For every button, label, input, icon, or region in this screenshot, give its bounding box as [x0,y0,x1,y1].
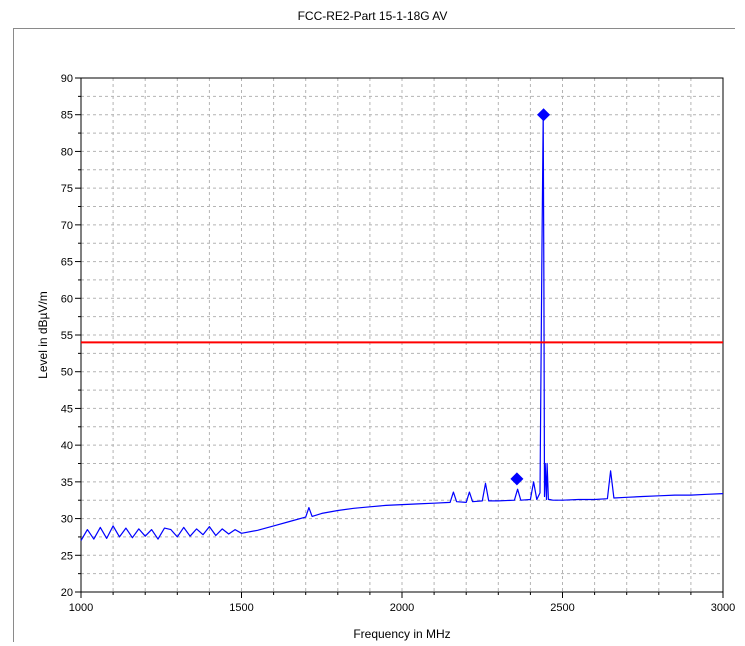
y-tick-label: 30 [61,514,73,526]
y-tick-label: 70 [61,220,73,232]
y-tick-label: 20 [61,587,73,599]
y-tick-label: 90 [61,73,73,85]
y-tick-label: 40 [61,440,73,452]
chart-frame [13,28,735,642]
y-axis-label: Level in dBµV/m [36,291,50,379]
y-tick-label: 75 [61,183,73,195]
measurement-trace [80,114,724,541]
x-tick-label: 1500 [229,602,253,614]
axis-ticks [75,77,724,598]
y-tick-label: 65 [61,257,73,269]
x-tick-label: 2500 [550,602,574,614]
x-tick-label: 1000 [69,602,93,614]
series-layer [80,108,724,541]
grid [81,78,723,592]
y-tick-label: 85 [61,110,73,122]
y-tick-label: 50 [61,367,73,379]
x-tick-label: 3000 [711,602,735,614]
x-axis-label: Frequency in MHz [353,627,450,641]
y-tick-label: 80 [61,146,73,158]
y-tick-label: 45 [61,403,73,415]
x-tick-label: 2000 [390,602,414,614]
chart-title: FCC-RE2-Part 15-1-18G AV [297,9,448,23]
peak-marker [510,472,524,486]
y-tick-label: 60 [61,293,73,305]
y-tick-label: 25 [61,550,73,562]
peak-marker [537,108,551,122]
y-tick-label: 35 [61,477,73,489]
y-tick-label: 55 [61,330,73,342]
tick-labels: 20 25 30 35 40 45 50 55 60 65 70 75 80 85 90 1000 1500 20… [61,73,735,614]
